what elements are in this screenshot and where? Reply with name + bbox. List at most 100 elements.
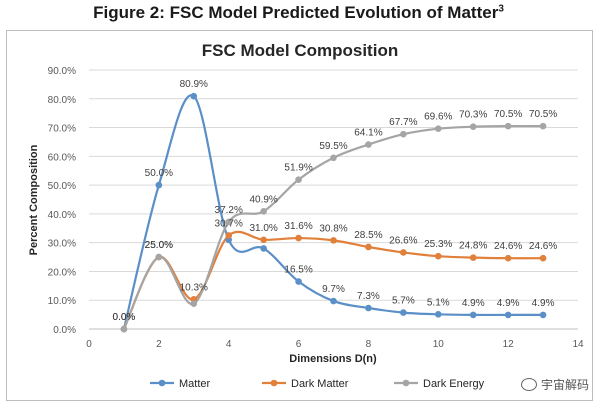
matter-data-label: 4.9% — [462, 298, 485, 309]
x-tick-label: 0 — [86, 339, 92, 350]
dark-energy-data-label: 59.5% — [319, 141, 347, 152]
matter-point — [434, 311, 442, 318]
matter-point — [539, 311, 547, 319]
matter-data-label: 80.9% — [180, 79, 208, 90]
dark-matter-point — [225, 232, 233, 239]
matter-point — [155, 181, 163, 189]
legend-marker — [402, 379, 410, 387]
legend-label: Dark Matter — [291, 378, 349, 390]
matter-point — [469, 311, 477, 319]
matter-point — [400, 309, 407, 316]
dark-matter-data-label: 30.8% — [319, 223, 347, 234]
x-tick-label: 14 — [572, 339, 584, 350]
x-tick-label: 6 — [296, 339, 302, 350]
watermark-text: 宇宙解码 — [540, 378, 589, 392]
matter-data-label: 4.9% — [532, 298, 555, 309]
matter-point — [365, 304, 372, 312]
dark-matter-point — [504, 254, 512, 262]
dark-matter-data-label: 30.7% — [215, 218, 243, 229]
dark-matter-point — [400, 249, 407, 256]
dark-matter-data-label: 24.8% — [459, 241, 487, 252]
dark-energy-data-label: 0.0% — [113, 312, 136, 323]
x-axis-ticks: 0 2 4 6 8 10 12 14 — [86, 339, 584, 350]
matter-point — [190, 92, 198, 100]
matter-data-label: 5.7% — [392, 296, 415, 307]
dark-matter-point — [330, 237, 337, 244]
dark-energy-point — [434, 125, 442, 133]
data-labels: 0.0% 50.0% 80.9% 16.5% 9.7% 7.3% 5.7% 5.1% 4.9% 4… — [113, 79, 558, 323]
legend-item-matter: Matter — [150, 378, 211, 390]
legend-label: Dark Energy — [423, 378, 485, 390]
dark-matter-point — [365, 243, 372, 251]
dark-energy-point — [365, 141, 372, 148]
dark-energy-data-label: 40.9% — [249, 194, 277, 205]
dark-energy-point — [155, 253, 163, 261]
dark-matter-data-label: 26.6% — [389, 235, 417, 246]
dark-energy-data-label: 37.2% — [215, 205, 243, 216]
dark-energy-point — [225, 218, 233, 226]
dark-matter-data-label: 25.0% — [145, 240, 173, 251]
dark-matter-data-label: 10.3% — [180, 282, 208, 293]
matter-data-label: 50.0% — [145, 168, 173, 179]
y-tick-label: 60.0% — [48, 152, 76, 163]
dark-energy-point — [469, 123, 477, 130]
chart-title: FSC Model Composition — [202, 41, 398, 60]
y-tick-label: 90.0% — [48, 66, 76, 77]
dark-energy-data-label: 67.7% — [389, 117, 417, 128]
dark-energy-point — [539, 122, 547, 130]
matter-point — [260, 245, 267, 252]
dark-energy-point — [260, 207, 267, 215]
dark-energy-point — [330, 154, 337, 162]
figure-title: Figure 2: FSC Model Predicted Evolution … — [93, 3, 504, 22]
wechat-icon — [520, 378, 537, 391]
dark-energy-data-label: 70.5% — [494, 109, 522, 120]
dark-matter-point — [260, 236, 267, 244]
x-tick-label: 10 — [433, 339, 445, 350]
x-tick-label: 4 — [226, 339, 232, 350]
matter-data-label: 0.0% — [113, 312, 136, 323]
y-tick-label: 80.0% — [48, 95, 76, 106]
x-tick-label: 12 — [503, 339, 515, 350]
dark-matter-data-label: 24.6% — [529, 241, 557, 252]
matter-point — [504, 311, 512, 319]
y-tick-label: 20.0% — [48, 267, 76, 278]
dark-energy-point — [400, 130, 407, 138]
matter-line — [122, 94, 544, 330]
matter-data-label: 9.7% — [322, 284, 345, 295]
y-tick-label: 10.0% — [48, 296, 76, 307]
x-tick-label: 8 — [366, 339, 372, 350]
y-tick-label: 70.0% — [48, 124, 76, 135]
dark-matter-data-label: 24.6% — [494, 241, 522, 252]
y-tick-label: 50.0% — [48, 181, 76, 192]
legend: Matter Dark Matter Dark Energy — [150, 378, 485, 390]
x-axis-label: Dimensions D(n) — [289, 353, 377, 365]
series-points — [120, 92, 547, 333]
dark-matter-data-label: 28.5% — [354, 230, 382, 241]
y-axis-ticks: 0.0% 10.0% 20.0% 30.0% 40.0% 50.0% 60.0% 70.0% 8… — [48, 66, 76, 336]
y-tick-label: 40.0% — [48, 210, 76, 221]
matter-data-label: 4.9% — [497, 298, 520, 309]
legend-item-dark-matter: Dark Matter — [262, 378, 349, 390]
legend-label: Matter — [179, 378, 211, 390]
dark-matter-data-label: 25.3% — [424, 239, 452, 250]
chart-frame — [6, 30, 593, 401]
dark-matter-point — [539, 254, 547, 262]
matter-data-label: 16.5% — [284, 265, 312, 276]
figure-title-superscript: 3 — [498, 3, 504, 15]
dark-energy-point — [295, 176, 302, 183]
legend-marker — [270, 379, 278, 387]
x-tick-label: 2 — [156, 339, 162, 350]
dark-matter-data-label: 31.6% — [284, 221, 312, 232]
matter-data-label: 5.1% — [427, 297, 450, 308]
dark-matter-point — [434, 252, 442, 260]
dark-energy-point — [190, 300, 198, 307]
y-axis-label: Percent Composition — [28, 144, 40, 255]
matter-point — [330, 297, 337, 305]
legend-marker — [158, 379, 166, 387]
dark-energy-data-label: 69.6% — [424, 112, 452, 123]
legend-item-dark-energy: Dark Energy — [394, 378, 485, 390]
dark-matter-point — [469, 254, 477, 261]
dark-energy-point — [504, 122, 512, 130]
y-tick-label: 0.0% — [53, 325, 76, 336]
dark-energy-data-label: 64.1% — [354, 128, 382, 139]
